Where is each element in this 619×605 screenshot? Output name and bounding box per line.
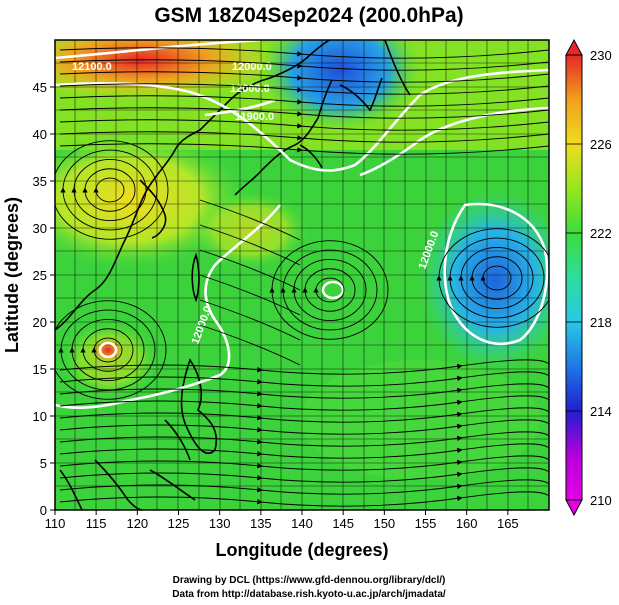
y-tick-label: 20 (33, 315, 47, 330)
y-tick-label: 10 (33, 409, 47, 424)
streamline (199, 249, 301, 291)
y-tick-label: 5 (40, 456, 47, 471)
streamline (59, 119, 549, 131)
streamline (60, 149, 158, 231)
colorbar-tick-label: 222 (590, 226, 612, 241)
y-tick-label: 25 (33, 268, 47, 283)
colorbar-tick-label: 226 (590, 137, 612, 152)
colorbar-tick-label: 230 (590, 48, 612, 63)
streamline (59, 455, 549, 471)
contour-label: 12000.0 (230, 83, 270, 95)
footer-line-1: Drawing by DCL (https://www.gfd-dennou.o… (173, 575, 446, 586)
x-tick-label: 130 (209, 516, 231, 531)
streamline (59, 479, 549, 495)
colorbar-bottom-triangle (565, 499, 583, 517)
streamline (199, 199, 301, 241)
streamline (80, 328, 134, 372)
colorbar: 230 226 222 218 214 210 (565, 38, 612, 517)
streamline (59, 107, 549, 119)
x-tick-label: 135 (250, 516, 272, 531)
streamline (199, 299, 301, 341)
x-tick-label: 155 (415, 516, 437, 531)
streamline (199, 224, 301, 266)
streamline (291, 259, 367, 321)
x-tick-label: 115 (86, 516, 107, 531)
y-tick-label: 30 (33, 221, 47, 236)
x-tick-label: 150 (373, 516, 395, 531)
streamline (91, 337, 123, 363)
y-tick-label: 40 (33, 127, 47, 142)
x-axis-label: Longitude (degrees) (215, 540, 388, 560)
streamline (82, 168, 136, 212)
streamline (199, 274, 301, 316)
contour-label: 12100.0 (72, 61, 112, 73)
streamline (280, 249, 378, 331)
colorbar-tick-label: 214 (590, 404, 612, 419)
streamline (59, 395, 549, 411)
colorbar-top-triangle (565, 38, 583, 56)
streamline (269, 240, 389, 340)
x-tick-label: 165 (497, 516, 519, 531)
streamline (59, 143, 549, 155)
streamline (458, 247, 534, 309)
streamlines (55, 47, 549, 507)
streamline (59, 431, 549, 447)
streamline (59, 371, 549, 387)
colorbar-tick-label: 210 (590, 493, 612, 508)
y-tick-label: 15 (33, 362, 47, 377)
streamline (302, 268, 356, 312)
coastlines (55, 40, 411, 510)
streamline (59, 419, 549, 435)
x-tick-label: 140 (291, 516, 313, 531)
x-tick-label: 125 (168, 516, 190, 531)
streamline (59, 131, 549, 143)
x-tick-label: 145 (332, 516, 354, 531)
x-tick-label: 120 (126, 516, 148, 531)
streamline (59, 491, 549, 507)
streamline (59, 83, 549, 95)
streamline (59, 95, 549, 107)
streamline (59, 359, 549, 375)
colorbar-tick-label: 218 (590, 315, 612, 330)
y-tick-label: 35 (33, 174, 47, 189)
streamline (480, 265, 512, 291)
streamline (59, 59, 549, 71)
x-tick-label: 110 (45, 516, 66, 531)
streamline (59, 383, 549, 399)
contour-label: 11900.0 (235, 111, 274, 123)
streamline (93, 177, 125, 203)
streamline (55, 140, 169, 240)
y-tick-label: 0 (40, 503, 47, 518)
x-tick-label: 160 (456, 516, 478, 531)
footer-line-2: Data from http://database.rish.kyoto-u.a… (172, 589, 446, 600)
plot-area: 12100.0 12000.0 12000.0 11900.0 12000.0 … (55, 40, 549, 510)
streamline (55, 300, 167, 400)
streamline (69, 319, 145, 381)
chart-title: GSM 18Z04Sep2024 (200.0hPa) (154, 4, 463, 27)
y-ticks: 0 5 10 15 20 25 30 35 40 45 (33, 80, 55, 518)
streamline (59, 47, 549, 59)
streamline (59, 443, 549, 459)
streamline (59, 407, 549, 423)
streamline (436, 228, 549, 328)
streamline (469, 256, 523, 300)
contour-label: 12000.0 (232, 61, 272, 73)
streamline (71, 159, 147, 221)
y-tick-label: 45 (33, 80, 47, 95)
x-ticks: 110 115 120 125 130 135 140 145 150 155 160 165 (45, 510, 519, 531)
y-axis-label: Latitude (degrees) (2, 197, 22, 353)
streamline (59, 71, 549, 83)
streamline (313, 277, 345, 303)
streamline (58, 309, 156, 391)
streamline (447, 237, 545, 319)
streamline (199, 324, 301, 366)
streamline (59, 467, 549, 483)
